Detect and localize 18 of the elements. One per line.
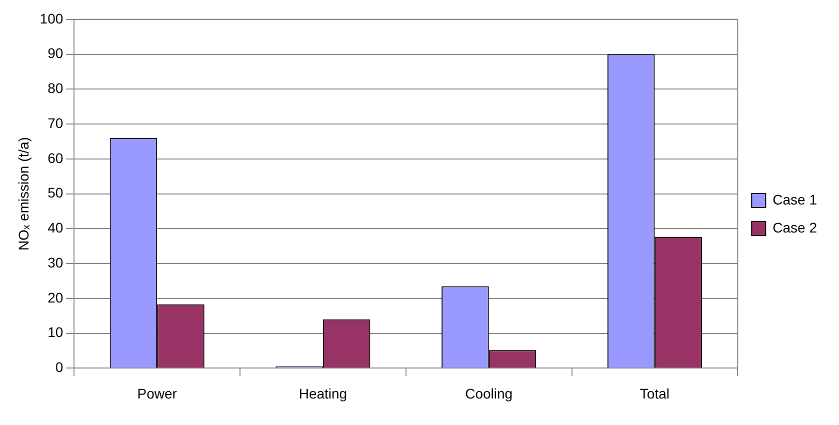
y-tick-label: 80 (48, 80, 64, 96)
y-tick-label: 40 (48, 220, 64, 236)
y-tick-label: 90 (48, 45, 64, 62)
y-tick-label: 10 (48, 324, 64, 340)
y-tick-label: 60 (48, 150, 64, 166)
y-tick-label: 20 (48, 289, 64, 306)
y-tick-label: 0 (55, 359, 64, 376)
x-tick-label: Total (640, 385, 670, 402)
x-tick-label: Heating (298, 385, 348, 402)
x-tick-label: Power (137, 385, 178, 402)
y-tick-label: 50 (48, 184, 64, 201)
legend-label: Case 2 (772, 219, 818, 236)
y-tick-label: 30 (48, 254, 64, 270)
y-axis-title: NOₓ emission (t/a) (15, 137, 32, 251)
y-tick-label: 70 (48, 114, 64, 131)
x-tick-label: Cooling (465, 385, 513, 402)
y-tick-label: 100 (40, 10, 64, 26)
legend-label: Case 1 (772, 191, 818, 208)
